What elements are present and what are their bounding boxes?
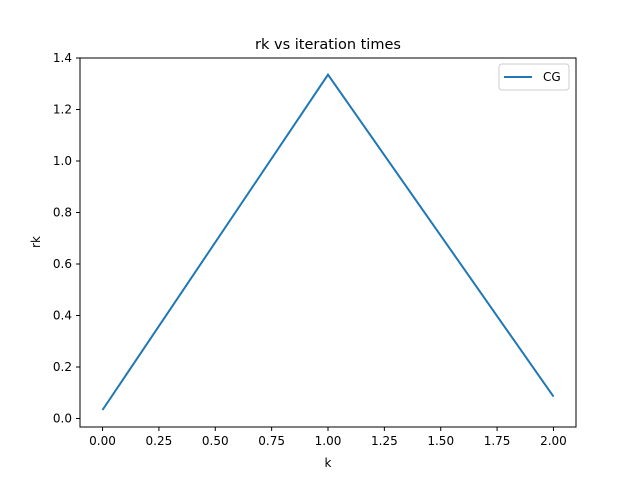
x-tick-label: 0.50 bbox=[202, 434, 229, 448]
series-line-cg bbox=[101, 72, 555, 411]
legend: CG bbox=[498, 63, 570, 91]
y-tick-label: 0.0 bbox=[53, 412, 72, 426]
y-tick-label: 1.2 bbox=[53, 103, 72, 117]
plot-frame bbox=[79, 57, 577, 428]
y-axis-ticks: 0.0 0.2 0.4 0.6 0.8 1.0 1.2 1.4 bbox=[53, 51, 80, 426]
y-tick-label: 0.2 bbox=[53, 360, 72, 374]
y-tick-label: 0.4 bbox=[53, 309, 72, 323]
series-layer bbox=[101, 72, 555, 411]
chart-title: rk vs iteration times bbox=[255, 37, 401, 53]
x-tick-label: 1.50 bbox=[427, 434, 454, 448]
x-tick-label: 0.25 bbox=[146, 434, 173, 448]
legend-box bbox=[498, 63, 570, 91]
x-axis-ticks: 0.00 0.25 0.50 0.75 1.00 1.25 1.50 1.75 2.00 bbox=[89, 427, 567, 448]
y-tick-label: 1.4 bbox=[53, 51, 72, 65]
y-tick-label: 0.8 bbox=[53, 206, 72, 220]
x-tick-label: 0.00 bbox=[89, 434, 116, 448]
y-tick-label: 1.0 bbox=[53, 154, 72, 168]
y-axis-label: rk bbox=[29, 236, 43, 248]
x-tick-label: 2.00 bbox=[540, 434, 567, 448]
x-tick-label: 1.25 bbox=[371, 434, 398, 448]
legend-label-cg: CG bbox=[543, 70, 561, 84]
x-tick-label: 1.00 bbox=[315, 434, 342, 448]
x-axis-label: k bbox=[325, 456, 332, 470]
x-tick-label: 1.75 bbox=[484, 434, 511, 448]
y-tick-label: 0.6 bbox=[53, 257, 72, 271]
x-tick-label: 0.75 bbox=[258, 434, 285, 448]
